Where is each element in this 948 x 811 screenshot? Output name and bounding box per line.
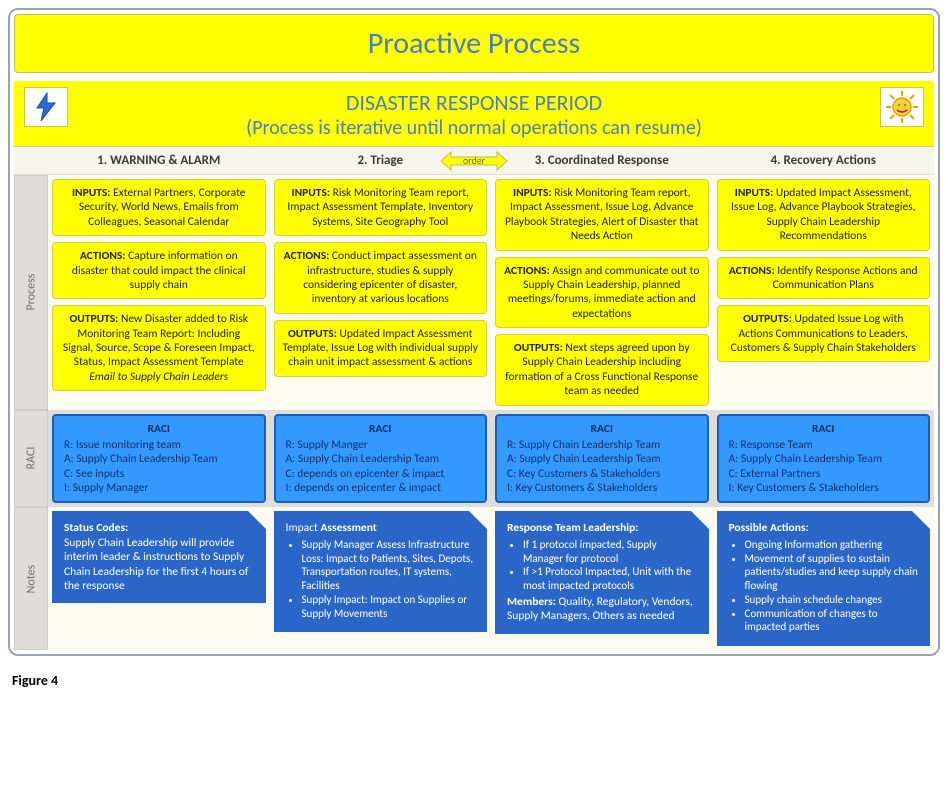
raci-col-1: RACI R: Issue monitoring team A: Supply … xyxy=(48,410,270,508)
notes-box-3: Response Team Leadership: If 1 protocol … xyxy=(495,511,709,633)
row-label-notes: Notes xyxy=(14,507,48,650)
actions-box-4: ACTIONS: Identify Response Actions and C… xyxy=(717,257,931,300)
inputs-box-4: INPUTS: Updated Impact Assessment, Issue… xyxy=(717,179,931,251)
row-label-raci: RACI xyxy=(14,410,48,508)
main-title: Proactive Process xyxy=(15,25,933,62)
inputs-box-2: INPUTS: Risk Monitoring Team report, Imp… xyxy=(274,179,488,236)
raci-box-3: RACI R: Supply Chain Leadership Team A: … xyxy=(495,414,709,504)
row-label-process: Process xyxy=(14,175,48,410)
notes-col-3: Response Team Leadership: If 1 protocol … xyxy=(491,507,713,650)
outputs-box-3: OUTPUTS: Next steps agreed upon by Suppl… xyxy=(495,334,709,406)
notes-col-1: Status Codes: Supply Chain Leadership wi… xyxy=(48,507,270,650)
figure-label: Figure 4 xyxy=(0,664,948,693)
process-col-2: INPUTS: Risk Monitoring Team report, Imp… xyxy=(270,175,492,410)
title-bar: Proactive Process xyxy=(14,14,934,73)
sun-icon xyxy=(880,87,924,127)
process-col-1: INPUTS: External Partners, Corporate Sec… xyxy=(48,175,270,410)
outputs-box-1: OUTPUTS: New Disaster added to Risk Moni… xyxy=(52,305,266,391)
notes-col-2: Impact Assessment Supply Manager Assess … xyxy=(270,507,492,650)
raci-col-2: RACI R: Supply Manger A: Supply Chain Le… xyxy=(270,410,492,508)
raci-col-4: RACI R: Response Team A: Supply Chain Le… xyxy=(713,410,935,508)
outputs-box-4: OUTPUTS: Updated Issue Log with Actions … xyxy=(717,305,931,362)
notes-box-2: Impact Assessment Supply Manager Assess … xyxy=(274,511,488,632)
order-label: order xyxy=(463,154,486,167)
process-col-3: INPUTS: Risk Monitoring Team report, Imp… xyxy=(491,175,713,410)
col-head-3: 3. Coordinated Response xyxy=(491,153,713,168)
order-arrow-icon: order xyxy=(439,149,509,178)
col-head-4: 4. Recovery Actions xyxy=(713,153,935,168)
inputs-box-3: INPUTS: Risk Monitoring Team report, Imp… xyxy=(495,179,709,251)
lightning-icon xyxy=(24,87,68,127)
notes-box-1: Status Codes: Supply Chain Leadership wi… xyxy=(52,511,266,603)
diagram-frame: Proactive Process xyxy=(8,8,940,656)
actions-box-1: ACTIONS: Capture information on disaster… xyxy=(52,242,266,299)
process-col-4: INPUTS: Updated Impact Assessment, Issue… xyxy=(713,175,935,410)
notes-box-4: Possible Actions: Ongoing Information ga… xyxy=(717,511,931,646)
raci-box-4: RACI R: Response Team A: Supply Chain Le… xyxy=(717,414,931,504)
actions-box-3: ACTIONS: Assign and communicate out to S… xyxy=(495,257,709,329)
raci-box-2: RACI R: Supply Manger A: Supply Chain Le… xyxy=(274,414,488,504)
inputs-box-1: INPUTS: External Partners, Corporate Sec… xyxy=(52,179,266,236)
column-headers: 1. WARNING & ALARM 2. Triage 3. Coordina… xyxy=(14,147,934,175)
notes-col-4: Possible Actions: Ongoing Information ga… xyxy=(713,507,935,650)
actions-box-2: ACTIONS: Conduct impact assessment on in… xyxy=(274,242,488,314)
raci-col-3: RACI R: Supply Chain Leadership Team A: … xyxy=(491,410,713,508)
col-head-1: 1. WARNING & ALARM xyxy=(48,153,270,168)
header-band: DISASTER RESPONSE PERIOD (Process is ite… xyxy=(14,81,934,147)
grid-body: Process INPUTS: External Partners, Corpo… xyxy=(14,175,934,650)
raci-box-1: RACI R: Issue monitoring team A: Supply … xyxy=(52,414,266,504)
outputs-box-2: OUTPUTS: Updated Impact Assessment Templ… xyxy=(274,320,488,377)
